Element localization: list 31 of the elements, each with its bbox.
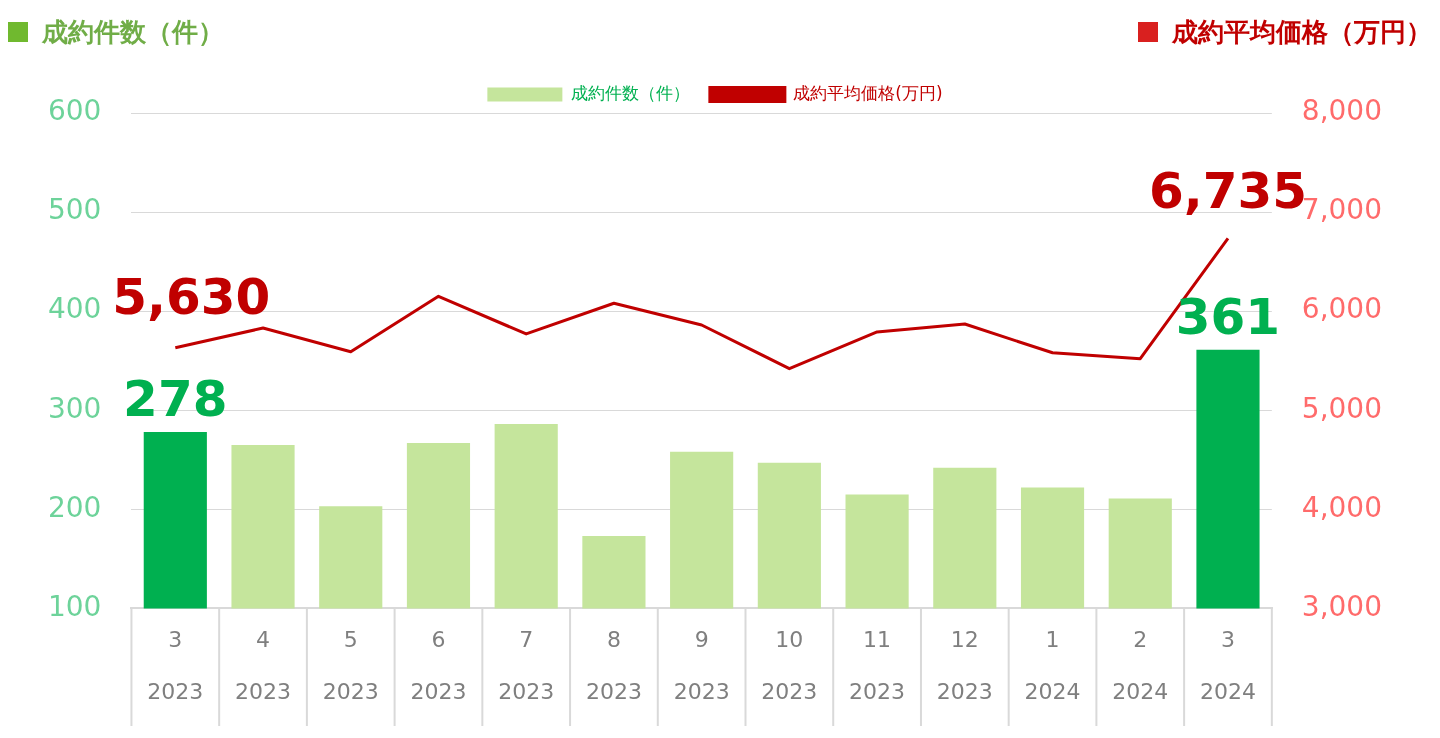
- y2-tick-label: 5,000: [1301, 391, 1383, 425]
- legend-label: 成約平均価格(万円): [793, 82, 943, 103]
- y-tick-label: 600: [47, 94, 102, 128]
- category-label: 6 2023: [410, 626, 467, 705]
- y-tick-label: 300: [47, 391, 102, 425]
- y-axis-title: 成約件数（件）: [42, 15, 224, 49]
- category-label: 3 2023: [147, 626, 204, 705]
- y2-tick-label: 6,000: [1301, 292, 1383, 326]
- category-label: 12 2023: [936, 626, 993, 705]
- legend-label: 成約件数（件）: [570, 82, 690, 103]
- y-tick-label: 500: [47, 193, 102, 227]
- category-label: 3 2024: [1199, 626, 1256, 705]
- y2-axis-title: 成約平均価格（万円）: [1172, 15, 1432, 49]
- category-label: 2 2024: [1112, 626, 1169, 705]
- y2-tick-label: 3,000: [1301, 589, 1383, 623]
- category-label: 1 2024: [1024, 626, 1081, 705]
- category-label: 11 2023: [849, 626, 906, 705]
- y-tick-label: 400: [47, 292, 102, 326]
- data-label: 361: [1175, 287, 1281, 346]
- data-label: 278: [123, 370, 228, 429]
- category-label: 9 2023: [673, 626, 730, 705]
- category-label: 5 2023: [322, 626, 379, 705]
- category-label: 10 2023: [761, 626, 818, 705]
- y2-tick-label: 4,000: [1301, 490, 1383, 524]
- data-label: 5,630: [112, 267, 271, 326]
- category-label: 8 2023: [585, 626, 642, 705]
- category-label: 7 2023: [498, 626, 555, 705]
- category-label: 4 2023: [235, 626, 292, 705]
- y-tick-label: 100: [47, 589, 102, 623]
- y2-tick-label: 8,000: [1301, 94, 1383, 128]
- y-tick-label: 200: [47, 490, 102, 524]
